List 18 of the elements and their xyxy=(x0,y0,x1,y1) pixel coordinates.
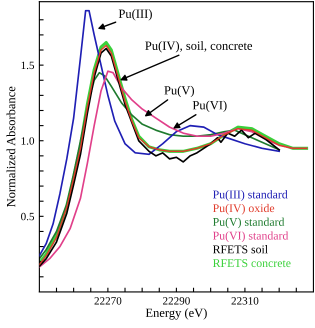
y-tick-label: 1.5 xyxy=(22,62,34,70)
x-tick-label: 22310 xyxy=(232,297,258,305)
annotation: Pu(IV), soil, concrete xyxy=(145,41,252,52)
y-tick-label: 1.0 xyxy=(22,137,34,145)
y-tick-label: 0.5 xyxy=(21,212,34,220)
annotation: Pu(III) xyxy=(118,9,152,21)
text: Pu(III) standard xyxy=(212,190,288,201)
text: RFETS concrete xyxy=(212,259,291,268)
text: Pu(IV) oxide xyxy=(212,204,274,215)
y-axis-title: Normalized Absorbance xyxy=(6,86,16,207)
text: Pu(VI) standard xyxy=(212,231,288,242)
x-tick-label: 22270 xyxy=(94,297,122,305)
annotation: Pu(VI) xyxy=(192,100,227,112)
x-tick-label: 22290 xyxy=(163,297,190,305)
text: RFETS soil xyxy=(212,245,268,254)
text: Pu(V) standard xyxy=(212,218,284,228)
annotation: Pu(V) xyxy=(164,86,194,98)
x-axis-title: Energy (eV) xyxy=(146,308,207,320)
